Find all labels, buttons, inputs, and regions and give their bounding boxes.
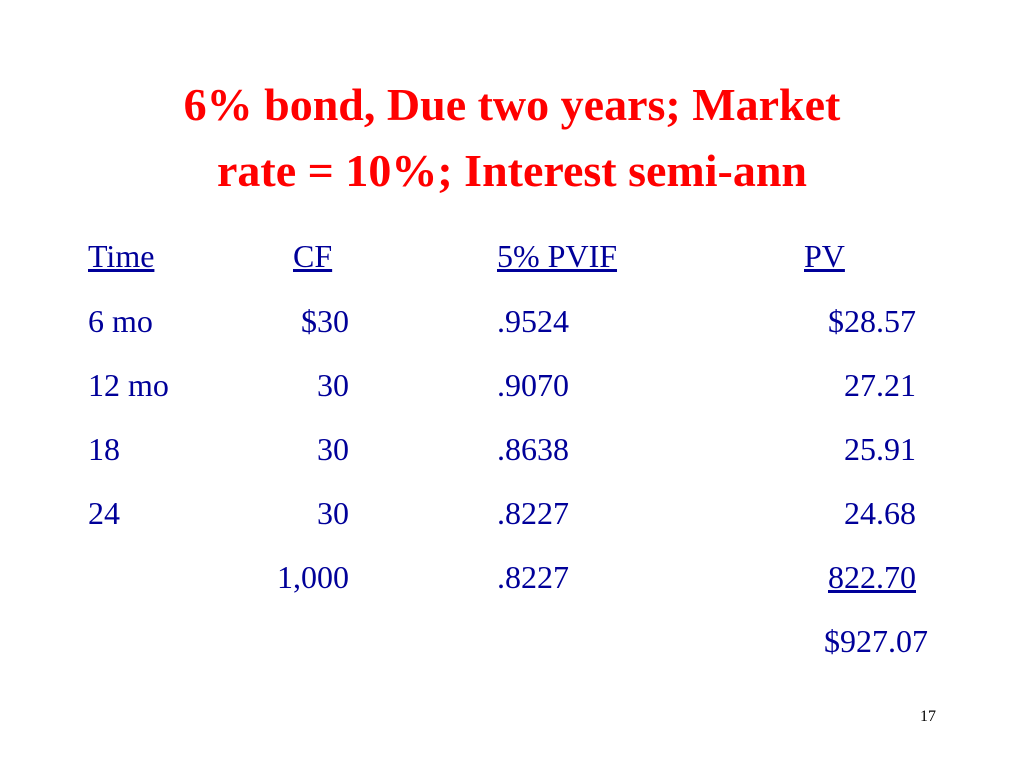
header-cell: PV xyxy=(804,238,845,274)
table-cell: 822.70 xyxy=(828,559,916,595)
table-cell: 30 xyxy=(317,367,349,403)
table-cell: .8227 xyxy=(497,559,569,595)
title-line: rate = 10%; Interest semi-ann xyxy=(216,145,808,196)
header-cell: CF xyxy=(293,238,333,274)
table-cell: 30 xyxy=(317,431,349,467)
table-cell: 25.91 xyxy=(844,431,916,467)
total: $927.07 xyxy=(824,623,928,659)
header-cell: Time xyxy=(88,238,155,274)
table-cell: 1,000 xyxy=(277,559,349,595)
table-cell: .8227 xyxy=(497,495,569,531)
table-cell: $28.57 xyxy=(828,303,916,339)
table-cell: 24 xyxy=(88,495,120,531)
table-cell: 27.21 xyxy=(844,367,916,403)
table-cell: .8638 xyxy=(497,431,569,467)
header-cell: 5% PVIF xyxy=(497,238,618,274)
table-cell: .9524 xyxy=(497,303,569,339)
table-cell: 12 mo xyxy=(88,367,169,403)
title-line: 6% bond, Due two years; Market xyxy=(183,79,841,130)
table-cell: 30 xyxy=(317,495,349,531)
table-cell: 24.68 xyxy=(844,495,916,531)
table-cell: $30 xyxy=(301,303,349,339)
table-cell: 6 mo xyxy=(88,303,153,339)
table-cell: 18 xyxy=(88,431,120,467)
table-cell: .9070 xyxy=(497,367,569,403)
page-number: 17 xyxy=(920,708,936,725)
